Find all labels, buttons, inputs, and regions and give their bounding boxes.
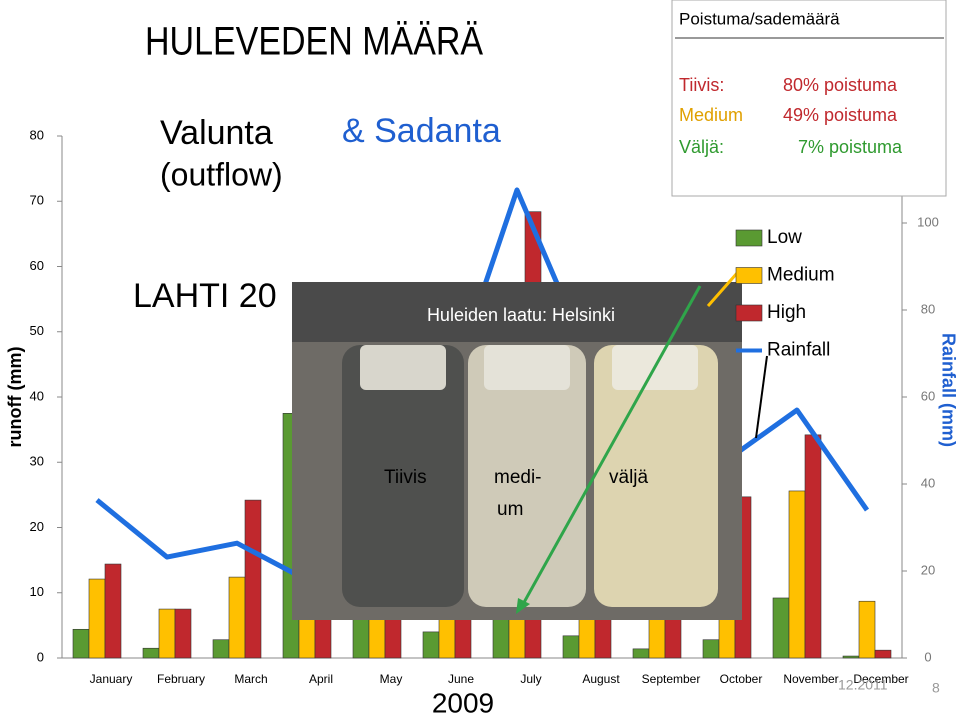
y2-tick-label: 20	[921, 562, 935, 577]
y2-axis-title: Rainfall (mm)	[938, 333, 958, 447]
arrow	[520, 285, 702, 607]
x-tick-label: July	[520, 672, 541, 686]
photo-label: väljä	[609, 467, 649, 488]
bar	[422, 631, 440, 659]
bar	[702, 639, 720, 659]
bar	[772, 597, 790, 659]
photo-band	[292, 282, 742, 342]
note-value: 7% poistuma	[798, 137, 903, 157]
rain-title: & Sadanta	[342, 112, 501, 150]
y2-tick-label: 60	[921, 388, 935, 403]
bottle-light	[594, 345, 718, 607]
date: 12.2011	[838, 677, 888, 693]
note-box: Poistuma/sademäärä Tiivis: 80% poistuma …	[671, 0, 947, 197]
photo-title: Huleiden laatu: Helsinki	[427, 305, 615, 325]
bar	[842, 655, 860, 659]
bar	[158, 608, 176, 659]
x-tick-label: December	[853, 672, 908, 686]
y-tick-label: 60	[30, 258, 44, 273]
legend-swatch	[735, 229, 763, 247]
arrow	[706, 271, 740, 307]
photo-label: Tiivis	[384, 467, 427, 488]
y2-tick-label: 40	[921, 475, 935, 490]
x-tick-label: October	[720, 672, 763, 686]
note-value: 80% poistuma	[783, 75, 898, 95]
bar	[72, 628, 90, 659]
bar	[142, 647, 160, 659]
legend-swatch	[735, 267, 763, 284]
legend-label: Rainfall	[767, 340, 830, 361]
x-tick-label: September	[642, 672, 701, 686]
bar	[174, 608, 192, 659]
runoff-en: (outflow)	[160, 156, 283, 192]
bar	[788, 490, 806, 659]
bar	[212, 639, 230, 659]
legend: Low Medium High Rainfall	[735, 227, 835, 361]
year: 2009	[432, 687, 494, 717]
y-tick-label: 70	[30, 193, 44, 208]
legend-swatch	[735, 304, 763, 322]
bar	[874, 649, 892, 659]
note-label: Tiivis:	[679, 75, 724, 95]
y2-tick-label: 0	[924, 649, 931, 664]
y-axis-title: runoff (mm)	[5, 347, 25, 448]
y-tick-label: 20	[30, 519, 44, 534]
bar	[104, 563, 122, 659]
y2-tick-label: 80	[921, 301, 935, 316]
note-title: Poistuma/sademäärä	[679, 9, 840, 28]
x-tick-label: November	[783, 672, 838, 686]
x-tick-label: April	[309, 672, 333, 686]
bottle-cap	[360, 345, 446, 390]
slide-title: HULEVEDEN MÄÄRÄ	[145, 18, 483, 63]
y2-tick-label: 100	[917, 214, 939, 229]
x-tick-label: August	[582, 672, 620, 686]
bar	[562, 635, 580, 659]
bar	[632, 648, 650, 659]
note-value: 49% poistuma	[783, 105, 898, 125]
y-tick-label: 50	[30, 323, 44, 338]
x-tick-label: May	[380, 672, 403, 686]
place: LAHTI 20	[133, 277, 277, 315]
note-frame	[671, 0, 947, 197]
x-tick-label: February	[157, 672, 205, 686]
y-tick-label: 0	[37, 649, 44, 664]
note-label: Medium	[679, 105, 743, 125]
legend-label: High	[767, 302, 806, 323]
bottle-dark	[342, 345, 464, 607]
y-tick-label: 40	[30, 388, 44, 403]
x-tick-label: June	[448, 672, 474, 686]
photo-label: um	[497, 499, 523, 520]
page-number: 8	[932, 680, 940, 696]
y-tick-label: 10	[30, 584, 44, 599]
note-label: Väljä:	[679, 137, 724, 157]
photo-label: medi-	[494, 467, 542, 488]
bottle-cap	[484, 345, 570, 390]
bar	[88, 578, 106, 659]
bar	[804, 434, 822, 659]
y-tick-label: 80	[30, 127, 44, 142]
x-tick-label: January	[90, 672, 133, 686]
photo: Huleiden laatu: Helsinki Tiivis medi- um…	[292, 282, 742, 620]
runoff-title: Valunta	[160, 114, 273, 152]
bar	[228, 576, 246, 659]
legend-label: Medium	[767, 265, 835, 286]
bar	[858, 600, 876, 659]
arrows	[516, 271, 768, 614]
arrow-head	[516, 598, 530, 614]
y-tick-label: 30	[30, 454, 44, 469]
bar	[244, 499, 262, 659]
legend-label: Low	[767, 227, 802, 248]
arrow	[755, 355, 768, 439]
x-tick-label: March	[234, 672, 267, 686]
